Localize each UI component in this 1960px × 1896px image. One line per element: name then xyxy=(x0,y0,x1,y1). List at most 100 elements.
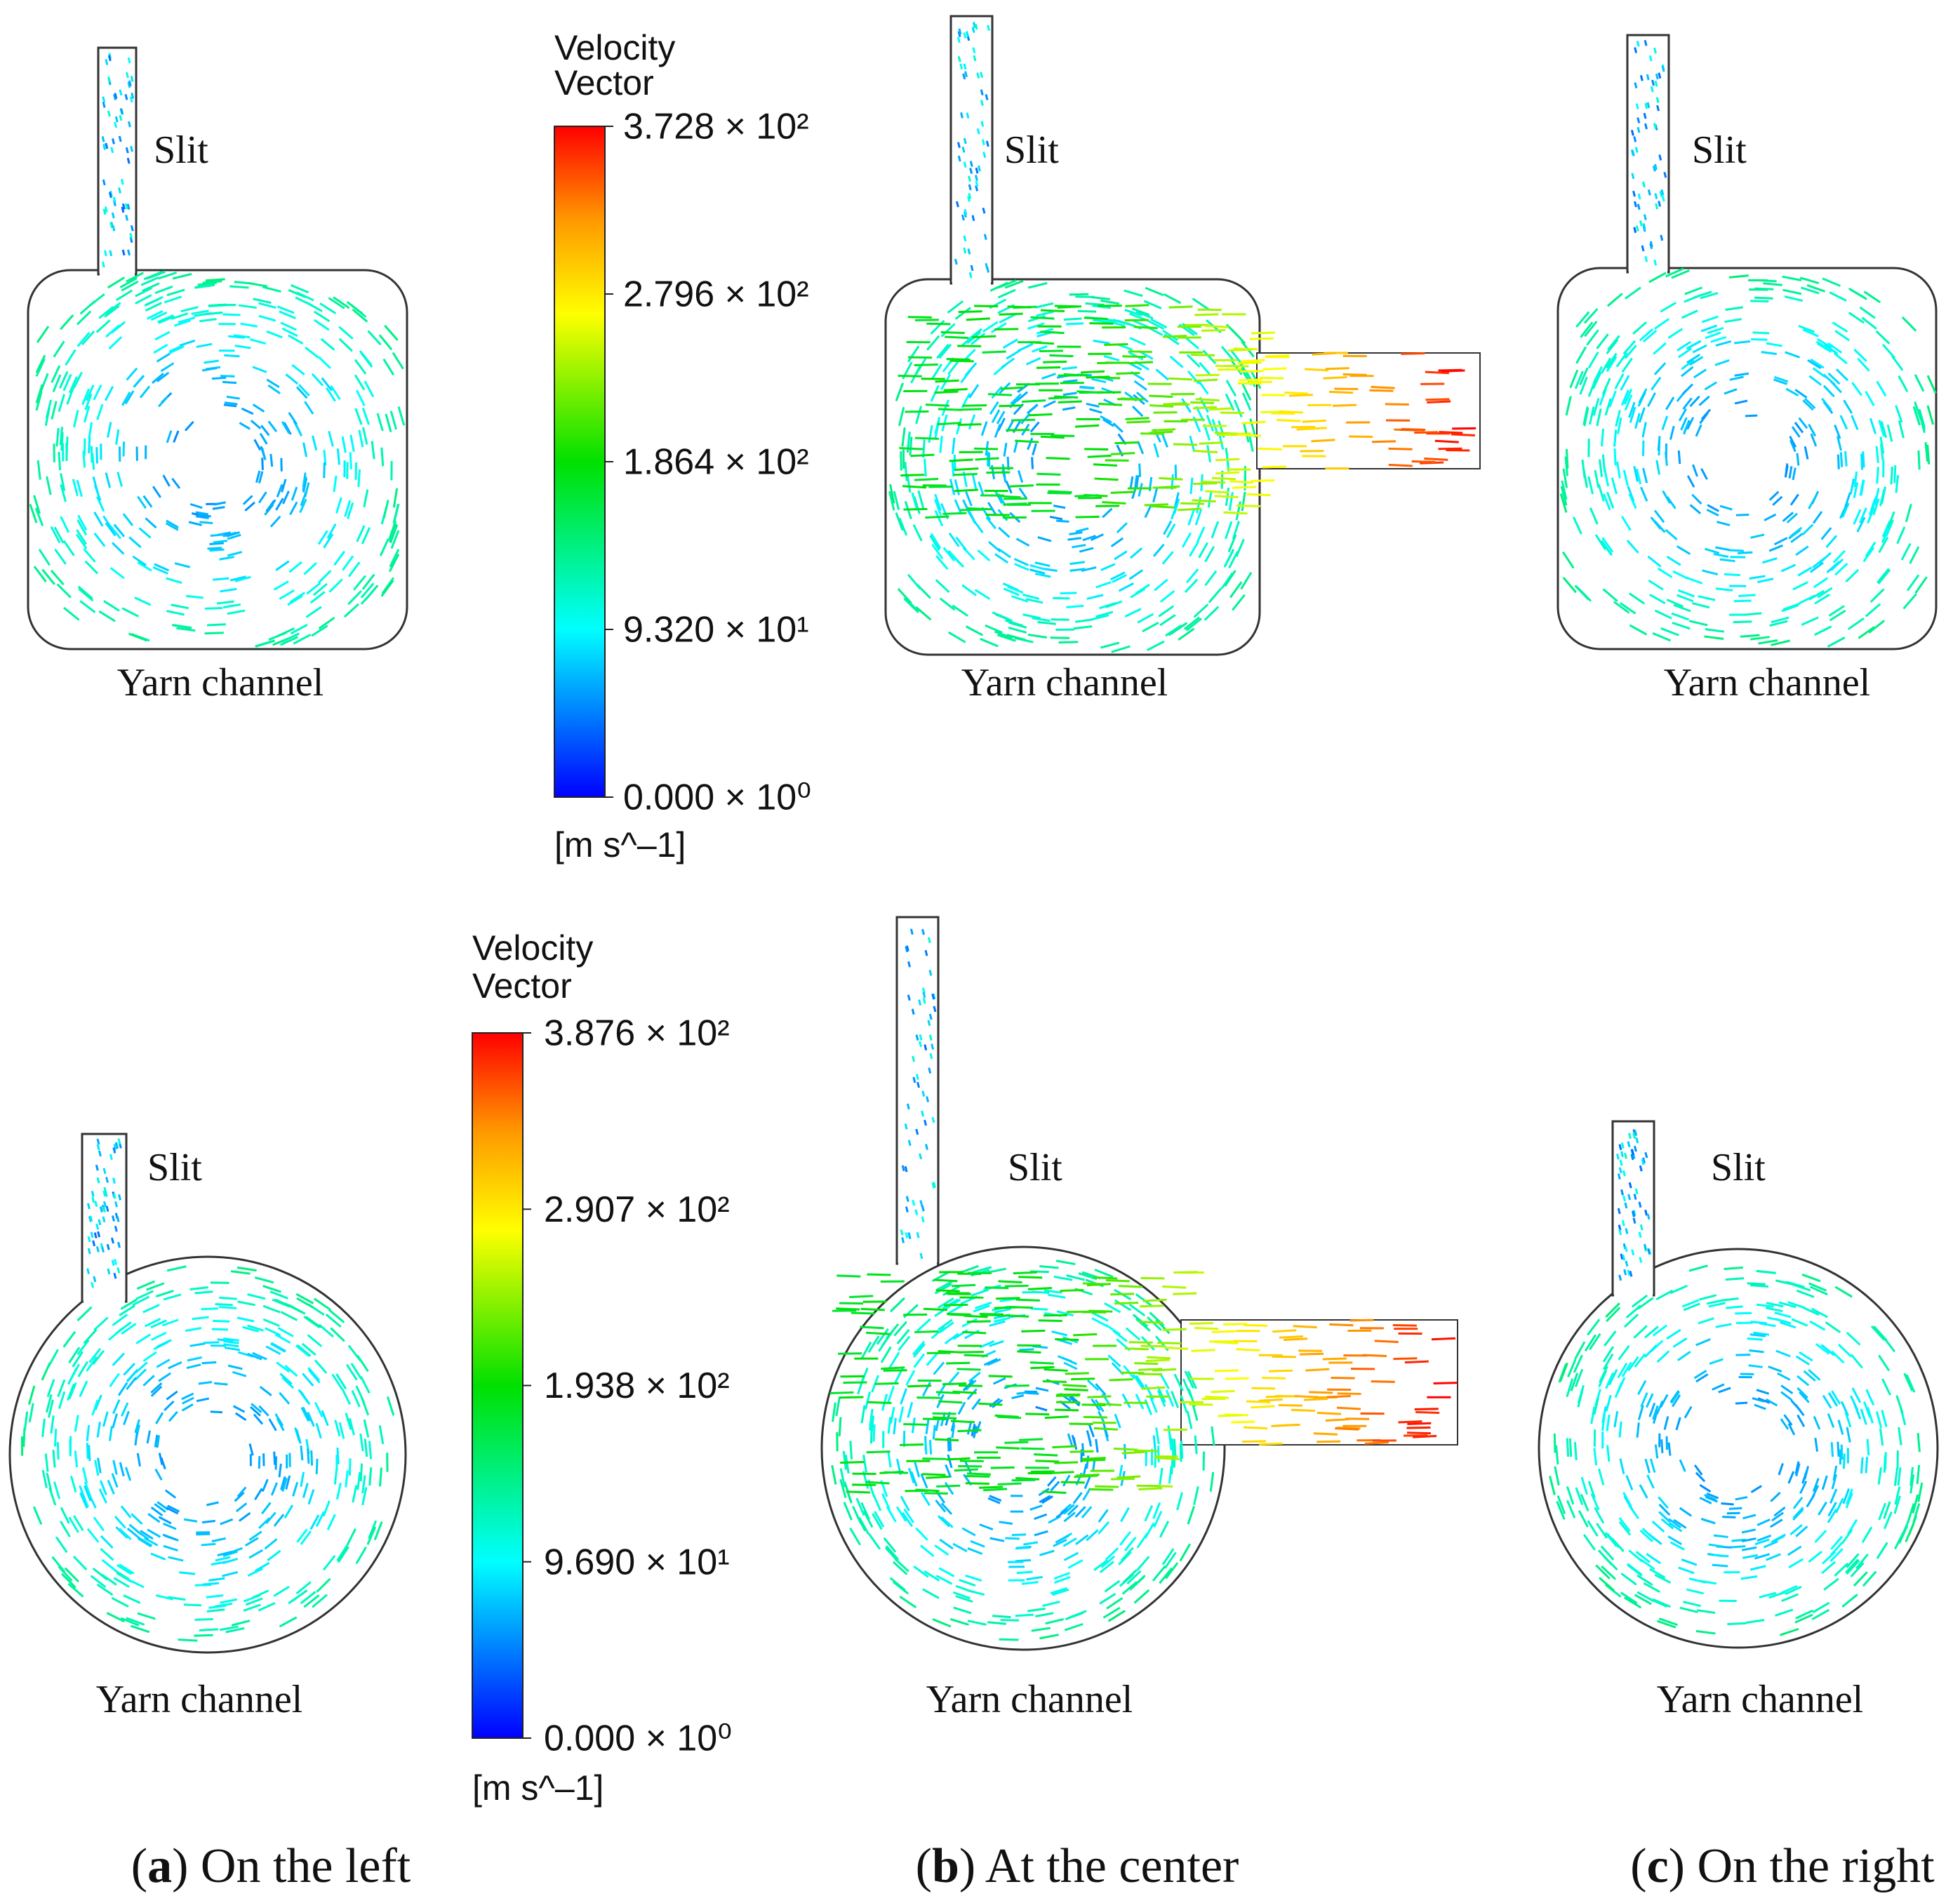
flow-vector xyxy=(915,1128,919,1135)
flow-vector xyxy=(236,1486,247,1497)
flow-vector xyxy=(1924,442,1929,462)
flow-vector xyxy=(98,610,116,622)
flow-vector xyxy=(973,1266,992,1274)
flow-vector xyxy=(991,409,1001,423)
flow-vector xyxy=(81,388,91,406)
flow-vector xyxy=(217,1550,233,1556)
flow-vector xyxy=(298,1389,309,1403)
flow-vector xyxy=(353,575,367,591)
flow-vector xyxy=(1749,1284,1769,1288)
flow-vector xyxy=(1624,1246,1628,1253)
flow-vector xyxy=(1325,367,1349,370)
flow-vector xyxy=(368,1520,378,1540)
flow-vector xyxy=(866,1450,891,1454)
flow-vector xyxy=(1914,576,1928,594)
flow-vector xyxy=(1893,1495,1901,1514)
flow-vector xyxy=(285,1475,291,1490)
flow-vector xyxy=(1780,1627,1799,1636)
flow-vector xyxy=(103,250,107,257)
flow-vector xyxy=(157,395,169,408)
flow-vector xyxy=(165,522,179,531)
flow-vector xyxy=(1053,505,1066,509)
flow-vector xyxy=(1017,1350,1041,1354)
flow-vector xyxy=(1632,1133,1636,1139)
flow-vector xyxy=(1795,1609,1814,1620)
flow-vector xyxy=(351,1389,361,1408)
flow-vector xyxy=(1771,639,1791,646)
flow-vector xyxy=(296,1297,314,1309)
flow-vector xyxy=(117,1382,128,1396)
flow-vector xyxy=(831,1464,837,1485)
flow-vector xyxy=(279,1391,291,1405)
flow-vector xyxy=(1010,393,1022,405)
flow-vector xyxy=(936,1279,954,1291)
flow-vector xyxy=(139,385,151,399)
flow-panel xyxy=(8,1133,407,1654)
flow-vector xyxy=(1049,354,1074,358)
flow-vector xyxy=(112,1413,118,1429)
flow-vector xyxy=(215,1556,231,1562)
flow-vector xyxy=(1129,476,1134,490)
flow-vector xyxy=(1062,1474,1071,1487)
flow-vector xyxy=(296,1344,312,1357)
flow-vector xyxy=(1084,1476,1091,1490)
flow-vector xyxy=(849,1295,874,1299)
flow-vector xyxy=(1349,1318,1374,1322)
flow-vector xyxy=(975,457,999,461)
flow-vector xyxy=(95,447,98,464)
flow-vector xyxy=(1055,1260,1076,1266)
flow-vector xyxy=(986,267,989,273)
flow-vector xyxy=(88,1445,91,1462)
flow-vector xyxy=(1186,354,1201,368)
flow-vector xyxy=(1792,1496,1804,1509)
flow-vector xyxy=(963,161,967,168)
flow-vector xyxy=(982,207,986,214)
flow-vector xyxy=(136,1280,156,1290)
flow-vector xyxy=(1000,386,1025,390)
flow-vector xyxy=(117,1241,121,1248)
flow-vector xyxy=(1195,398,1220,402)
flow-vector xyxy=(1806,284,1826,293)
flow-vector xyxy=(206,1608,225,1613)
flow-vector xyxy=(1067,1559,1084,1569)
flow-vector xyxy=(1658,1496,1669,1509)
flow-vector xyxy=(905,1370,916,1386)
flow-vector xyxy=(857,1376,865,1395)
flow-vector xyxy=(1606,338,1619,354)
flow-vector xyxy=(1025,598,1044,604)
flow-vector xyxy=(1086,403,1100,408)
flow-vector xyxy=(1124,1536,1137,1551)
flow-vector xyxy=(1886,424,1893,442)
flow-vector xyxy=(880,1346,892,1363)
flow-vector xyxy=(1869,588,1885,603)
flow-vector xyxy=(254,1561,270,1573)
flow-vector xyxy=(1034,1530,1048,1537)
flow-vector xyxy=(77,514,88,531)
color-bar xyxy=(554,126,606,798)
flow-vector xyxy=(52,374,62,393)
flow-vector xyxy=(911,1008,915,1015)
flow-vector xyxy=(918,999,922,1006)
flow-vector xyxy=(1604,469,1610,487)
flow-vector xyxy=(1098,1521,1110,1535)
flow-vector xyxy=(57,1379,66,1398)
flow-vector xyxy=(862,1454,867,1473)
flow-vector xyxy=(1094,477,1119,481)
flow-vector xyxy=(1606,1445,1611,1462)
flow-vector xyxy=(989,1495,1002,1502)
flow-vector xyxy=(888,483,895,504)
flow-vector xyxy=(269,1290,288,1300)
flow-vector xyxy=(979,1486,1004,1489)
flow-vector xyxy=(904,1123,908,1130)
flow-vector xyxy=(1740,1575,1758,1580)
flow-vector xyxy=(1769,1518,1783,1528)
flow-vector xyxy=(949,1617,969,1626)
flow-vector xyxy=(1846,1553,1860,1568)
flow-vector xyxy=(1669,425,1675,440)
flow-vector xyxy=(869,1413,873,1431)
flow-vector xyxy=(1237,434,1262,437)
flow-vector xyxy=(1003,587,1020,596)
flow-vector xyxy=(104,305,120,318)
flow-vector xyxy=(966,112,970,119)
flow-vector xyxy=(1762,557,1778,564)
